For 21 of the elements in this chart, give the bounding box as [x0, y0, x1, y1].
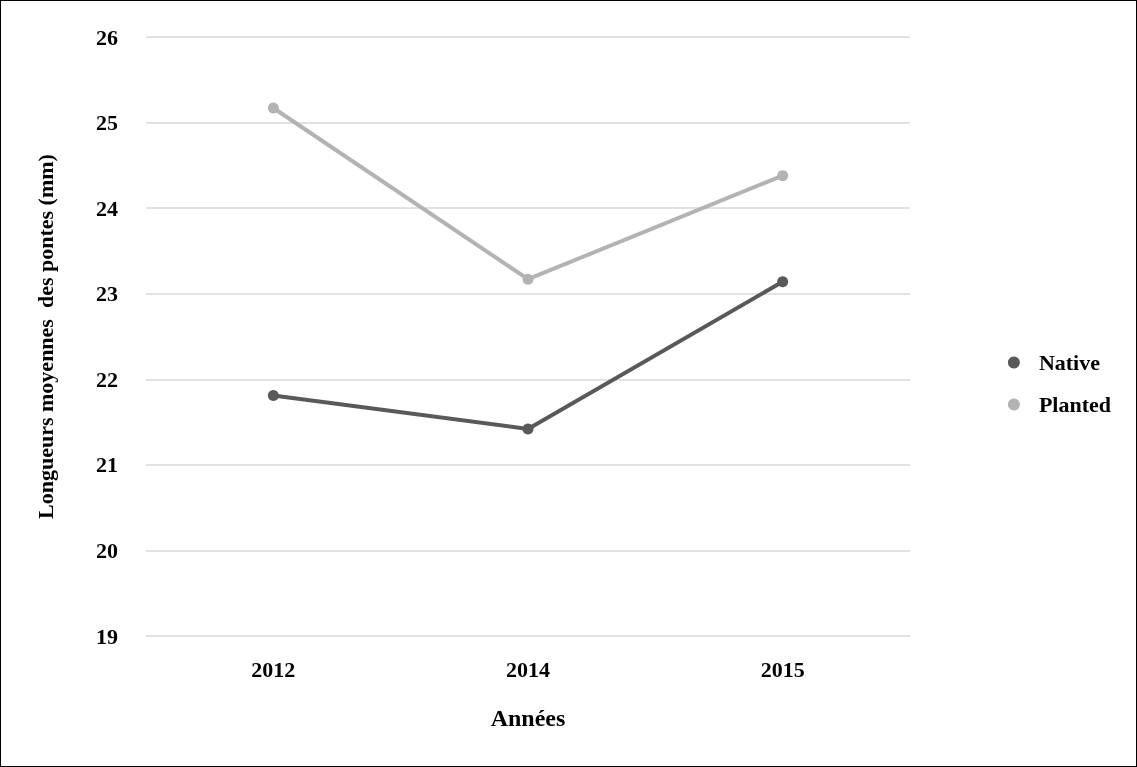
x-tick-label: 2012: [251, 656, 296, 682]
legend-label: Planted: [1038, 392, 1112, 417]
point: [267, 102, 279, 114]
x-tick-label: 2015: [760, 656, 805, 682]
point: [267, 390, 279, 402]
x-tick-label: 2014: [506, 656, 550, 682]
point: [777, 170, 789, 182]
point: [522, 423, 534, 435]
y-tick-label: 21: [96, 452, 118, 478]
y-tick-label: 25: [96, 110, 118, 136]
y-tick-label: 20: [96, 537, 118, 563]
y-tick-label: 22: [96, 366, 118, 392]
x-axis-title: Années: [490, 705, 566, 731]
y-tick-label: 26: [96, 24, 118, 50]
y-tick-label: 23: [96, 281, 118, 307]
point: [522, 273, 534, 285]
y-axis-title: Longueurs moyennes des pontes (mm): [32, 154, 58, 519]
legend-label: Native: [1038, 350, 1101, 375]
y-tick-label: 24: [96, 195, 118, 221]
y-tick-label: 19: [96, 623, 118, 649]
point: [777, 276, 789, 288]
